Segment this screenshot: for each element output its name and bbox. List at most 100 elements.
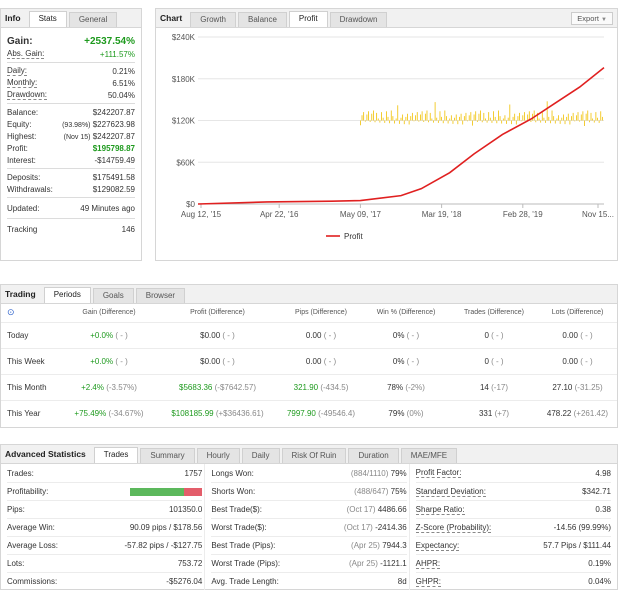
cell-lots: 27.10 (-31.25) (538, 373, 617, 400)
tab-profit[interactable]: Profit (288, 11, 328, 27)
tab-hourly[interactable]: Hourly (196, 448, 240, 463)
trading-tabbar: Trading Periods Goals Browser (1, 285, 617, 304)
x-tick-label: Nov 15... (582, 210, 614, 219)
stat-row: Shorts Won: (488/647) 75% (211, 482, 407, 500)
table-row: This Week +0.0% ( - ) $0.00 ( - ) 0.00 ( - … (1, 347, 617, 374)
balance-label: Balance: (7, 107, 39, 117)
cell-pips-value: 7997.90 (286, 408, 316, 418)
tab-mae-mfe[interactable]: MAE/MFE (400, 448, 458, 463)
stat-value-wrap: (Apr 25) -1121.1 (349, 559, 407, 568)
tab-browser[interactable]: Browser (135, 288, 186, 303)
stat-label: Shorts Won: (211, 487, 256, 496)
monthly-value: 6.51% (112, 78, 135, 88)
stat-row: Best Trade($): (Oct 17) 4486.66 (211, 500, 407, 518)
stat-label: Pips: (7, 505, 25, 514)
cell-gain-value: +75.49% (74, 408, 107, 418)
x-tick-label: Feb 28, '19 (503, 210, 543, 219)
stat-value: 4.98 (595, 468, 611, 478)
withdrawals-label: Withdrawals: (7, 184, 53, 194)
cell-gain-value: +0.0% (90, 330, 114, 340)
tracking-label: Tracking (7, 224, 38, 234)
stat-label: Avg. Trade Length: (211, 577, 279, 586)
cell-gain-diff: ( - ) (115, 330, 128, 340)
stat-value: 753.72 (177, 559, 203, 568)
stat-value: 57.7 Pips / $111.44 (543, 541, 611, 550)
advanced-title: Advanced Statistics (5, 449, 86, 459)
stat-label: Z-Score (Probability): (415, 522, 492, 533)
stat-value: $342.71 (582, 487, 611, 496)
drawdown-value: 50.04% (107, 90, 135, 100)
tab-goals[interactable]: Goals (92, 288, 134, 303)
tab-general[interactable]: General (68, 12, 118, 27)
highest-value: $242207.87 (92, 131, 135, 141)
advanced-tabbar: Advanced Statistics Trades Summary Hourl… (1, 445, 617, 464)
stat-label: Commissions: (7, 577, 58, 586)
export-button[interactable]: Export ▼ (571, 11, 613, 25)
stat-row: Pips: 101350.0 (7, 500, 203, 518)
settings-icon[interactable]: ⊙ (7, 307, 15, 318)
cell-pips: 0.00 ( - ) (280, 321, 362, 348)
cell-label: This Year (1, 399, 63, 426)
cell-win-diff: (0%) (406, 408, 424, 418)
cell-trades: 331 (+7) (450, 399, 538, 426)
cell-pips-value: 321.90 (293, 382, 319, 392)
updated-label: Updated: (7, 203, 40, 213)
legend-label: Profit (344, 232, 363, 241)
stat-value-wrap: 0.04% (588, 577, 611, 586)
cell-gain-diff: ( - ) (115, 356, 128, 366)
stat-value: 4486.66 (377, 505, 407, 514)
profit-chart: $0 $60K $120K $180K $240K Aug 12, '15 Apr 22, … (172, 33, 614, 241)
tab-stats[interactable]: Stats (28, 11, 67, 27)
stat-row: Z-Score (Probability): -14.56 (99.99%) (415, 518, 611, 536)
x-tick-label: May 09, '17 (340, 210, 382, 219)
info-title: Info (5, 13, 21, 23)
stat-value: -14.56 (99.99%) (553, 523, 611, 532)
col-gain: Gain (Difference) (82, 309, 136, 317)
cell-profit: $0.00 ( - ) (155, 347, 280, 374)
stat-label: Best Trade($): (211, 505, 263, 514)
stat-label: Average Loss: (7, 541, 58, 550)
stat-value-wrap: (Apr 25) 7944.3 (351, 541, 407, 550)
stat-row: AHPR: 0.19% (415, 554, 611, 572)
stat-value-wrap: 57.7 Pips / $111.44 (543, 541, 611, 550)
chart-panel: Chart Growth Balance Profit Drawdown Exp… (155, 8, 618, 261)
cell-trades: 0 ( - ) (450, 321, 538, 348)
deposits-value: $175491.58 (92, 172, 135, 182)
stat-value: 1757 (184, 468, 203, 478)
cell-lots-diff: ( - ) (580, 330, 593, 340)
stat-row: Average Win: 90.09 pips / $178.56 (7, 518, 203, 536)
tab-daily[interactable]: Daily (241, 448, 280, 463)
cell-pips-value: 0.00 (305, 330, 322, 340)
cell-gain-value: +2.4% (81, 382, 104, 392)
tab-growth[interactable]: Growth (190, 12, 236, 27)
info-panel: Info Stats General Gain: +2537.54% Abs. G… (0, 8, 142, 261)
stats-col-2: Longs Won: (884/1110) 79% Shorts Won: (488/… (204, 464, 408, 590)
stat-value-wrap: -14.56 (99.99%) (554, 523, 611, 532)
stat-row: Avg. Trade Length: 8d (211, 572, 407, 590)
tab-duration[interactable]: Duration (348, 448, 399, 463)
stats-col-3: Profit Factor: 4.98 Standard Deviation: $34… (408, 464, 613, 590)
stat-value-wrap: 90.09 pips / $178.56 (130, 523, 203, 532)
stat-value-wrap: (884/1110) 79% (351, 469, 407, 478)
stat-value-wrap: 8d (398, 577, 407, 586)
monthly-label: Monthly: (7, 78, 38, 88)
tab-summary[interactable]: Summary (140, 448, 195, 463)
tab-drawdown[interactable]: Drawdown (329, 12, 388, 27)
tab-periods[interactable]: Periods (43, 287, 91, 303)
cell-gain-diff: (-34.67%) (108, 408, 144, 418)
stat-row: Worst Trade (Pips): (Apr 25) -1121.1 (211, 554, 407, 572)
tab-risk-of-ruin[interactable]: Risk Of Ruin (281, 448, 347, 463)
stat-value-wrap: -57.82 pips / -$127.75 (124, 541, 202, 550)
profit-value: $195798.87 (92, 143, 135, 153)
chart-title: Chart (160, 13, 183, 23)
stat-row: Worst Trade($): (Oct 17) -2414.36 (211, 518, 407, 536)
tab-trades[interactable]: Trades (93, 447, 139, 463)
deposits-label: Deposits: (7, 172, 41, 182)
stat-value-wrap: (488/647) 75% (354, 487, 407, 496)
info-tabbar: Info Stats General (1, 9, 141, 28)
cell-trades: 0 ( - ) (450, 347, 538, 374)
stat-value: -2414.36 (375, 523, 407, 532)
trading-title: Trading (5, 289, 36, 299)
cell-profit-diff: (-$7642.57) (214, 382, 256, 392)
tab-balance[interactable]: Balance (238, 12, 287, 27)
